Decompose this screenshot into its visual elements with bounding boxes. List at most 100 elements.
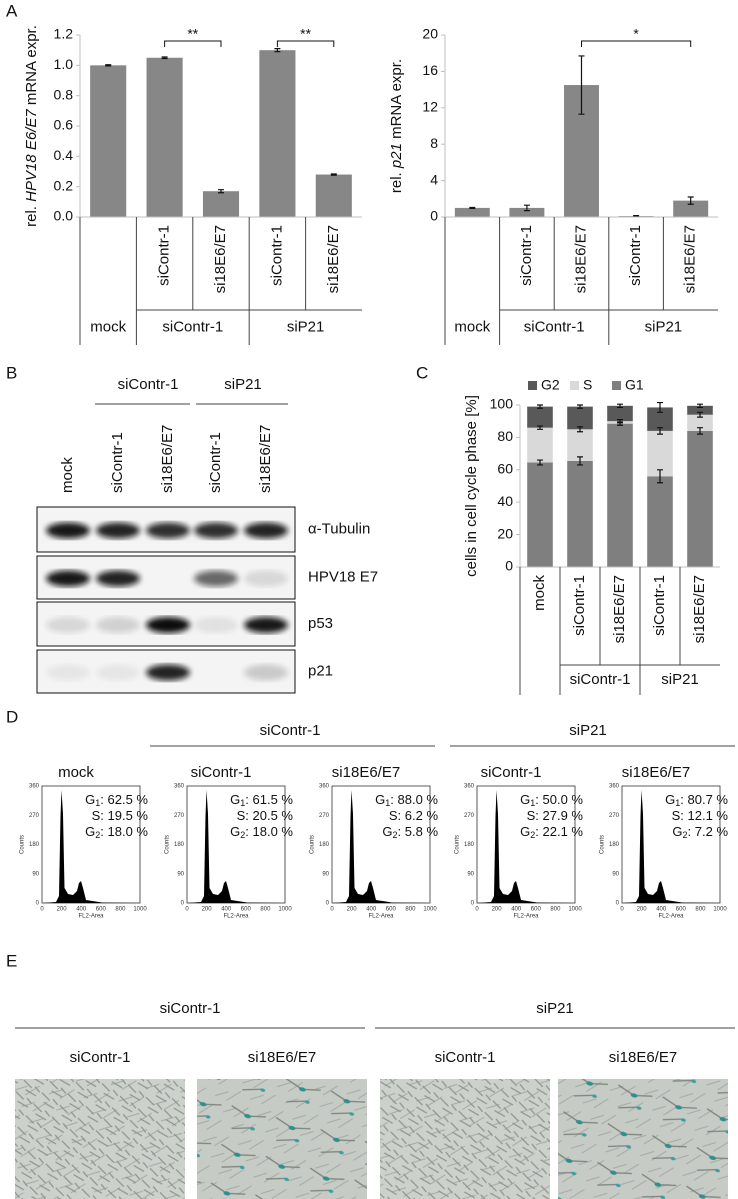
flow-x-tick-label: 400 <box>366 907 377 913</box>
blot-band <box>46 617 90 633</box>
group-label: siP21 <box>645 318 683 335</box>
flow-x-tick-label: 0 <box>620 907 624 913</box>
flow-x-label: FL2-Area <box>368 914 394 920</box>
y-axis-label: cells in cell cycle phase [%] <box>463 395 480 577</box>
bar-segment <box>687 414 713 431</box>
image-label: siContr-1 <box>70 1049 131 1066</box>
category-label: si18E6/E7 <box>212 225 229 293</box>
legend-label: G2 <box>541 377 560 393</box>
flow-stat-sub: 2 <box>530 830 535 840</box>
flow-y-label: Counts <box>20 835 26 854</box>
category-label: si18E6/E7 <box>691 575 708 643</box>
flow-stat-sub: 2 <box>393 830 398 840</box>
group-label: siContr-1 <box>162 318 223 335</box>
group-label: siContr-1 <box>570 671 631 688</box>
category-label: mock <box>531 575 548 611</box>
blot-band <box>96 664 140 681</box>
category-label: si18E6/E7 <box>572 225 589 293</box>
flow-stat-phase: S <box>672 808 681 823</box>
flow-stat-sub: 1 <box>675 798 680 808</box>
bar <box>202 191 240 217</box>
flow-y-label: Counts <box>310 835 316 854</box>
flow-title: si18E6/E7 <box>622 764 690 781</box>
flow-y-label: Counts <box>165 835 171 854</box>
bar-segment <box>567 460 593 567</box>
flow-stat-sub: 2 <box>95 830 100 840</box>
category-label: siContr-1 <box>518 225 535 286</box>
category-label: siContr-1 <box>627 225 644 286</box>
lane-label: siContr-1 <box>207 432 224 493</box>
bar <box>454 207 490 217</box>
y-axis-label-part: rel. <box>388 168 405 193</box>
flow-stat-sub: 1 <box>240 798 245 808</box>
error-bar <box>105 64 112 67</box>
error-bar <box>469 206 476 209</box>
flow-stat-sub: 2 <box>683 830 688 840</box>
flow-stat-sub: 1 <box>385 798 390 808</box>
flow-x-tick-label: 200 <box>492 907 503 913</box>
flow-stat: G1: 62.5 % <box>85 792 148 808</box>
category-label: siContr-1 <box>268 225 285 286</box>
flow-y-tick-label: 270 <box>29 813 40 819</box>
panel-letter: E <box>6 951 17 970</box>
flow-y-tick-label: 180 <box>464 842 475 848</box>
micrograph-texture <box>15 1079 185 1199</box>
flow-x-tick-label: 600 <box>531 907 542 913</box>
y-tick-label: 0 <box>505 558 513 574</box>
bar <box>90 65 127 217</box>
error-bar <box>161 56 168 60</box>
flow-stat: S: 12.1 % <box>672 808 729 823</box>
blot-band <box>194 522 238 539</box>
flow-x-tick-label: 200 <box>202 907 213 913</box>
blot-band <box>96 570 140 587</box>
group-label: siContr-1 <box>524 318 585 335</box>
flow-y-tick-label: 90 <box>612 871 619 877</box>
flow-y-tick-label: 0 <box>616 901 620 907</box>
bar-segment <box>607 405 633 422</box>
error-bar <box>523 204 530 212</box>
error-bar <box>687 196 694 205</box>
blot-row-label: HPV18 E7 <box>308 568 378 585</box>
flow-x-tick-label: 1000 <box>568 907 582 913</box>
error-bar <box>697 427 703 435</box>
y-tick-label: 20 <box>497 525 513 541</box>
group-label: siP21 <box>661 671 699 688</box>
flow-frame <box>476 785 576 904</box>
flow-stat-value: : 62.5 % <box>100 792 148 807</box>
bar-segment <box>527 462 553 567</box>
group-label: siP21 <box>287 318 325 335</box>
flow-frame <box>331 785 431 904</box>
flow-stat: G1: 50.0 % <box>520 792 583 808</box>
flow-x-tick-label: 0 <box>475 907 479 913</box>
bar-segment <box>647 430 673 477</box>
y-tick-label: 16 <box>422 62 438 78</box>
blot-row-label: p21 <box>308 662 333 679</box>
error-bar <box>537 404 543 409</box>
flow-stat: S: 6.2 % <box>389 808 439 823</box>
micrograph-texture <box>197 1079 367 1199</box>
flow-title: si18E6/E7 <box>332 764 400 781</box>
flow-stat-sub: 1 <box>530 798 535 808</box>
y-tick-label: 4 <box>430 171 438 187</box>
bar <box>315 174 352 217</box>
flow-stat-value: : 50.0 % <box>535 792 583 807</box>
bar-segment <box>687 430 713 567</box>
y-tick-label: 0 <box>430 208 438 224</box>
flow-y-tick-label: 360 <box>609 784 620 790</box>
category-label: siContr-1 <box>571 575 588 636</box>
flow-x-tick-label: 600 <box>386 907 397 913</box>
blot-band <box>46 664 90 681</box>
flow-stat-value: : 27.9 % <box>535 808 583 823</box>
flow-y-tick-label: 180 <box>609 842 620 848</box>
flow-y-tick-label: 0 <box>326 901 330 907</box>
flow-y-tick-label: 90 <box>32 871 39 877</box>
y-tick-label: 20 <box>422 26 438 42</box>
flow-y-tick-label: 360 <box>174 784 185 790</box>
error-bar <box>633 215 640 218</box>
blot-group-label: siContr-1 <box>118 376 179 393</box>
significance-label: ** <box>187 26 198 42</box>
error-bar <box>617 418 623 424</box>
flow-x-tick-label: 800 <box>260 907 271 913</box>
flow-x-tick-label: 200 <box>57 907 68 913</box>
flow-stat-value: : 18.0 % <box>100 824 148 839</box>
